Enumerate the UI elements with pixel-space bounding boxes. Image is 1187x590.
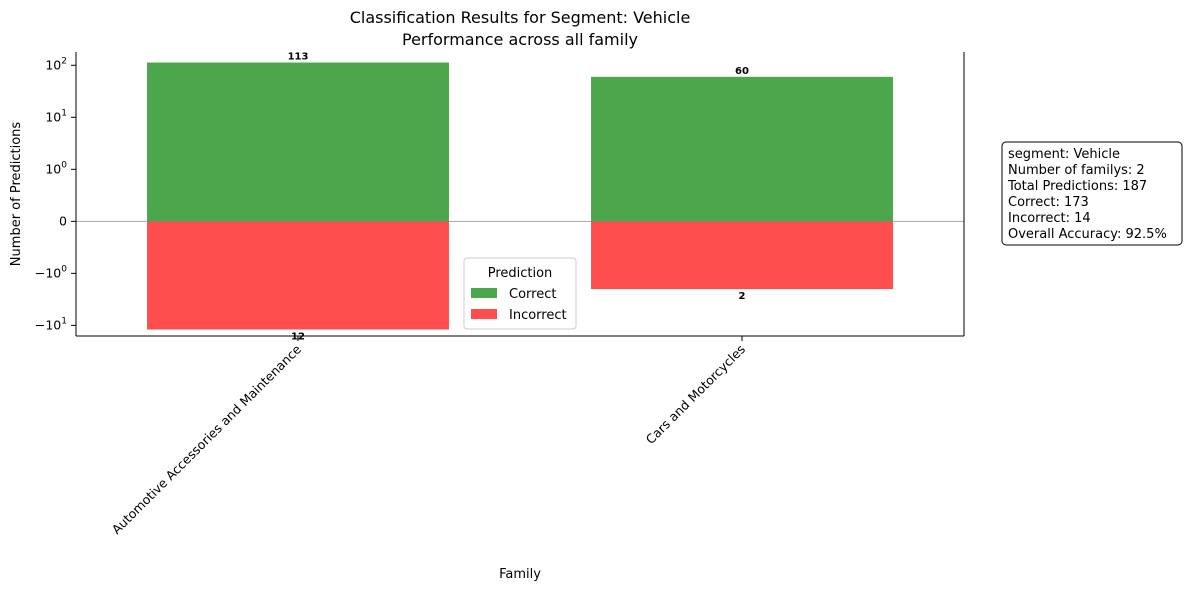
data-label-incorrect-1: 2	[739, 291, 746, 302]
chart-title-line1: Classification Results for Segment: Vehi…	[350, 8, 691, 27]
y-tick-label-4: −100	[35, 264, 67, 280]
info-family-count: Number of familys: 2	[1008, 163, 1145, 178]
x-axis-label: Family	[499, 567, 541, 582]
info-box-frame	[1001, 141, 1183, 246]
legend-title: Prediction	[488, 266, 553, 281]
y-tick-label-0: 102	[45, 56, 67, 72]
info-total: Total Predictions: 187	[1007, 179, 1147, 194]
legend-swatch-correct	[471, 288, 497, 298]
info-incorrect: Incorrect: 14	[1008, 211, 1091, 226]
y-axis-label: Number of Predictions	[9, 122, 24, 267]
legend-swatch-incorrect	[471, 309, 497, 319]
legend: Prediction Correct Incorrect	[463, 257, 577, 330]
data-label-correct-0: 113	[288, 52, 309, 63]
x-tick-label-0: Automotive Accessories and Maintenance	[109, 341, 305, 537]
bar-correct-0	[147, 62, 449, 222]
bar-correct-1	[591, 76, 893, 222]
info-segment: segment: Vehicle	[1008, 147, 1120, 162]
bars-group	[147, 62, 893, 330]
y-tick-label-3: 0	[59, 213, 67, 228]
bar-incorrect-1	[591, 221, 893, 290]
x-ticks-group: Automotive Accessories and Maintenance Ca…	[109, 336, 748, 537]
bar-incorrect-0	[147, 221, 449, 330]
data-label-correct-1: 60	[735, 66, 749, 77]
info-accuracy: Overall Accuracy: 92.5%	[1008, 227, 1167, 242]
x-tick-label-1: Cars and Motorcycles	[643, 342, 748, 447]
y-tick-label-1: 101	[45, 108, 67, 124]
data-label-incorrect-0: 12	[291, 332, 305, 343]
y-tick-label-5: −101	[35, 316, 67, 332]
y-tick-label-2: 100	[45, 160, 67, 176]
info-correct: Correct: 173	[1008, 195, 1089, 210]
info-box: segment: Vehicle Number of familys: 2 To…	[1001, 141, 1183, 246]
chart-title-line2: Performance across all family	[402, 30, 638, 49]
y-ticks-group: 102 101 100 0 −100 −101	[35, 56, 76, 332]
legend-label-incorrect: Incorrect	[509, 308, 567, 323]
legend-label-correct: Correct	[509, 287, 556, 302]
data-labels-group: 113 12 60 2	[288, 52, 749, 343]
